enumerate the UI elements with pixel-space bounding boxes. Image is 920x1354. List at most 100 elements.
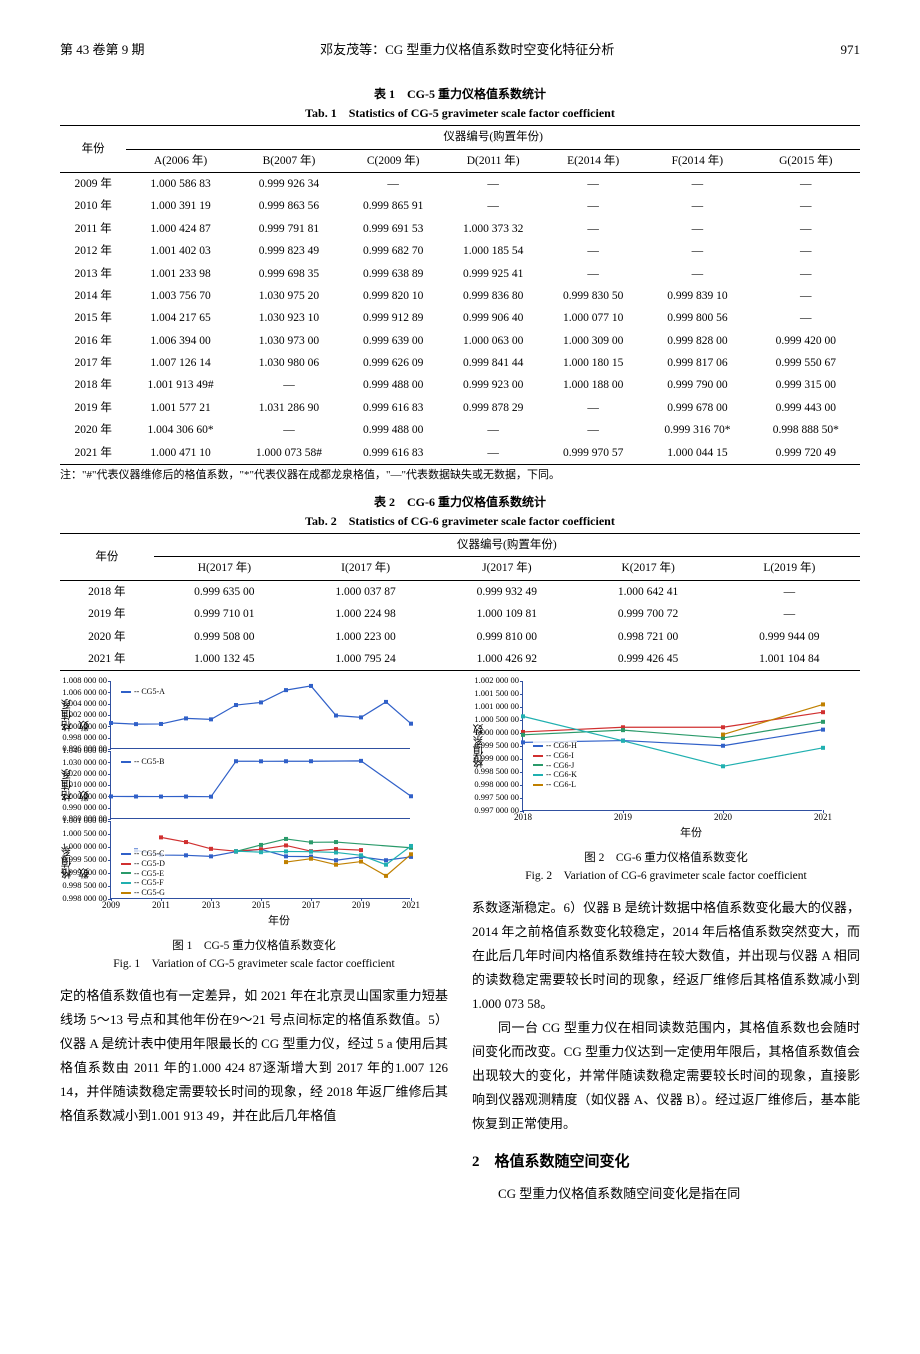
data-cell: 1.000 180 15 [543, 352, 643, 374]
legend-label: -- CG6-K [546, 770, 577, 780]
data-cell: — [719, 603, 860, 625]
legend-swatch [121, 863, 131, 865]
data-cell: — [752, 218, 860, 240]
data-cell: 1.006 394 00 [126, 330, 234, 352]
data-cell: 0.999 616 83 [343, 442, 443, 465]
year-cell: 2010 年 [60, 195, 126, 217]
data-cell: 1.000 223 00 [295, 626, 436, 648]
data-cell: 1.000 391 19 [126, 195, 234, 217]
year-cell: 2018 年 [60, 374, 126, 396]
data-cell: 0.999 488 00 [343, 374, 443, 396]
table1-note: 注："#"代表仪器维修后的格值系数，"*"代表仪器在成都龙泉格值，"—"代表数据… [60, 467, 860, 485]
data-cell: 1.001 104 84 [719, 648, 860, 671]
data-cell: 0.999 926 34 [235, 172, 343, 195]
ytick: 0.999 000 00 [62, 867, 107, 881]
legend-label: -- CG5-B [134, 757, 164, 767]
ytick: 0.998 500 00 [62, 880, 107, 894]
data-cell: 0.999 865 91 [343, 195, 443, 217]
col-header: A(2006 年) [126, 149, 234, 172]
chart-legend: -- CG6-H-- CG6-I-- CG6-J-- CG6-K-- CG6-L [533, 741, 577, 789]
data-cell: — [543, 195, 643, 217]
xtick: 2015 [252, 898, 270, 912]
legend-label: -- CG6-J [546, 761, 574, 771]
data-cell: 1.004 217 65 [126, 307, 234, 329]
data-cell: 0.999 906 40 [443, 307, 543, 329]
year-cell: 2021 年 [60, 442, 126, 465]
year-cell: 2018 年 [60, 580, 154, 603]
data-cell: 0.999 878 29 [443, 397, 543, 419]
data-cell: 1.000 224 98 [295, 603, 436, 625]
data-cell: 1.004 306 60* [126, 419, 234, 441]
data-cell: 0.999 923 00 [443, 374, 543, 396]
fig2-caption: 图 2 CG-6 重力仪格值系数变化 Fig. 2 Variation of C… [472, 849, 860, 886]
data-cell: 0.999 315 00 [752, 374, 860, 396]
data-cell: — [443, 442, 543, 465]
year-cell: 2019 年 [60, 397, 126, 419]
xtick: 2019 [352, 898, 370, 912]
ytick: 1.001 000 00 [62, 815, 107, 829]
left-para-1: 定的格值系数值也有一定差异，如 2021 年在北京灵山国家重力短基线场 5～13… [60, 984, 448, 1128]
year-cell: 2021 年 [60, 648, 154, 671]
data-cell: — [719, 580, 860, 603]
data-cell: 0.999 698 35 [235, 263, 343, 285]
legend-label: -- CG6-I [546, 751, 574, 761]
ytick: 1.000 500 00 [474, 714, 519, 728]
data-cell: 0.999 836 80 [443, 285, 543, 307]
header-page: 971 [790, 40, 860, 61]
data-cell: — [752, 240, 860, 262]
chart-legend: -- CG5-A [121, 687, 165, 697]
year-cell: 2013 年 [60, 263, 126, 285]
chart-legend: -- CG5-B [121, 757, 164, 767]
data-cell: — [443, 172, 543, 195]
data-cell: 0.999 700 72 [577, 603, 718, 625]
right-para-2: 同一台 CG 型重力仪在相同读数范围内，其格值系数也会随时间变化而改变。CG 型… [472, 1016, 860, 1136]
data-cell: 0.999 830 50 [543, 285, 643, 307]
data-cell: 1.000 642 41 [577, 580, 718, 603]
legend-swatch [121, 761, 131, 763]
data-cell: 0.999 970 57 [543, 442, 643, 465]
data-cell: 0.999 863 56 [235, 195, 343, 217]
data-cell: 1.000 424 87 [126, 218, 234, 240]
data-cell: 1.000 795 24 [295, 648, 436, 671]
data-cell: 1.001 577 21 [126, 397, 234, 419]
fig1-xlabel: 年份 [110, 913, 448, 931]
ytick: 0.999 500 00 [62, 854, 107, 868]
right-column: 格值系数0.997 000 000.997 500 000.998 000 00… [472, 681, 860, 1206]
data-cell: 1.003 756 70 [126, 285, 234, 307]
col-header: H(2017 年) [154, 557, 295, 580]
right-para-1: 系数逐渐稳定。6）仪器 B 是统计数据中格值系数变化最大的仪器，2014 年之前… [472, 896, 860, 1016]
data-cell: — [543, 397, 643, 419]
data-cell: — [235, 374, 343, 396]
data-cell: 0.999 316 70* [643, 419, 751, 441]
ytick: 0.998 000 00 [62, 893, 107, 907]
data-cell: 0.999 426 45 [577, 648, 718, 671]
table2-caption: 表 2 CG-6 重力仪格值系数统计 Tab. 2 Statistics of … [60, 493, 860, 531]
col-header: K(2017 年) [577, 557, 718, 580]
data-cell: 1.000 044 15 [643, 442, 751, 465]
data-cell: — [752, 285, 860, 307]
year-cell: 2020 年 [60, 626, 154, 648]
chart-legend: -- CG5-C-- CG5-D-- CG5-E-- CG5-F-- CG5-G [121, 849, 165, 897]
data-cell: — [235, 419, 343, 441]
legend-label: -- CG5-C [134, 849, 164, 859]
data-cell: 1.000 132 45 [154, 648, 295, 671]
col-header: L(2019 年) [719, 557, 860, 580]
data-cell: 0.999 691 53 [343, 218, 443, 240]
legend-swatch [121, 691, 131, 693]
ytick: 0.997 500 00 [474, 792, 519, 806]
data-cell: 0.999 800 56 [643, 307, 751, 329]
data-cell: — [443, 195, 543, 217]
legend-swatch [533, 764, 543, 766]
section2-heading: 2 格值系数随空间变化 [472, 1150, 860, 1174]
data-cell: 0.999 839 10 [643, 285, 751, 307]
xtick: 2019 [614, 810, 632, 824]
year-header: 年份 [60, 126, 126, 173]
legend-swatch [121, 872, 131, 874]
data-cell: 1.030 980 06 [235, 352, 343, 374]
data-cell: 0.999 944 09 [719, 626, 860, 648]
fig1-caption: 图 1 CG-5 重力仪格值系数变化 Fig. 1 Variation of C… [60, 937, 448, 974]
legend-swatch [533, 784, 543, 786]
data-cell: 0.999 823 49 [235, 240, 343, 262]
ytick: 0.999 000 00 [474, 753, 519, 767]
legend-label: -- CG6-H [546, 741, 577, 751]
